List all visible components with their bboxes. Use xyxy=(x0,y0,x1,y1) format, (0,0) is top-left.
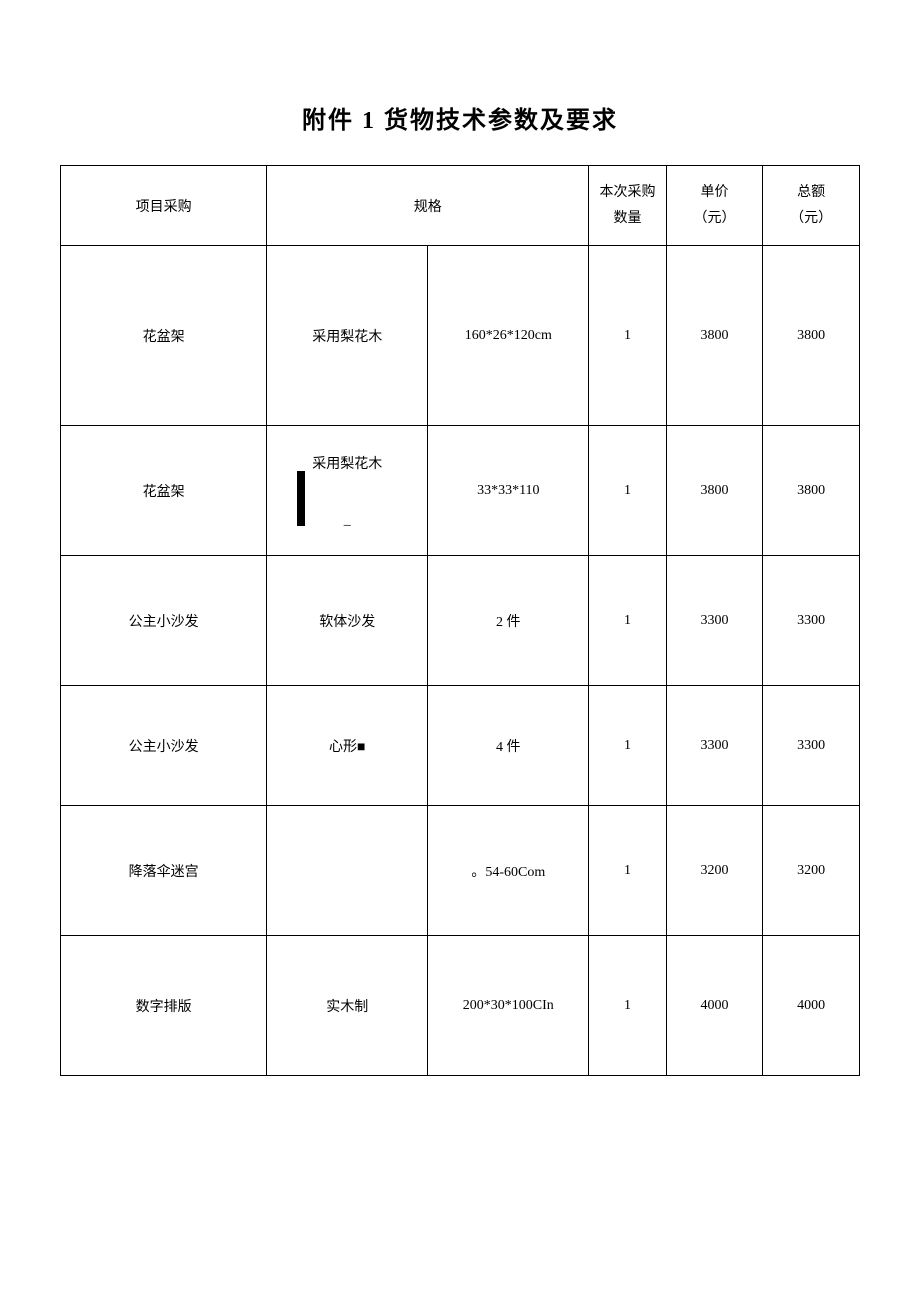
cell-item: 公主小沙发 xyxy=(61,686,267,806)
cell-spec-desc: 心形■ xyxy=(267,686,428,806)
cell-price: 3800 xyxy=(666,426,763,556)
spec-extra-text: _ xyxy=(271,513,423,529)
cell-item: 降落伞迷宫 xyxy=(61,806,267,936)
table-row: 公主小沙发 心形■ 4 件 1 3300 3300 xyxy=(61,686,860,806)
cell-total: 3800 xyxy=(763,426,860,556)
cell-qty: 1 xyxy=(589,556,666,686)
cell-spec-size: 200*30*100CIn xyxy=(428,936,589,1076)
header-total: 总额 （元） xyxy=(763,166,860,246)
cell-spec-desc: 实木制 xyxy=(267,936,428,1076)
table-row: 数字排版 实木制 200*30*100CIn 1 4000 4000 xyxy=(61,936,860,1076)
cell-spec-desc: 软体沙发 xyxy=(267,556,428,686)
header-item: 项目采购 xyxy=(61,166,267,246)
cell-price: 3300 xyxy=(666,686,763,806)
cell-price: 4000 xyxy=(666,936,763,1076)
spec-desc-text: 采用梨花木 xyxy=(312,457,382,472)
header-qty: 本次采购数量 xyxy=(589,166,666,246)
spec-table: 项目采购 规格 本次采购数量 单价 （元） 总额 （元） 花盆架 采用梨花木 1… xyxy=(60,165,860,1076)
cell-qty: 1 xyxy=(589,806,666,936)
table-row: 花盆架 采用梨花木 160*26*120cm 1 3800 3800 xyxy=(61,246,860,426)
cell-item: 花盆架 xyxy=(61,426,267,556)
cell-spec-desc xyxy=(267,806,428,936)
cell-item: 公主小沙发 xyxy=(61,556,267,686)
cell-qty: 1 xyxy=(589,426,666,556)
cell-spec-size: 33*33*110 xyxy=(428,426,589,556)
cell-spec-size: 2 件 xyxy=(428,556,589,686)
cell-total: 4000 xyxy=(763,936,860,1076)
cell-price: 3800 xyxy=(666,246,763,426)
black-bar-icon xyxy=(297,471,305,526)
cell-spec-size: 。54-60Com xyxy=(428,806,589,936)
page-title: 附件 1 货物技术参数及要求 xyxy=(60,100,860,135)
table-row: 公主小沙发 软体沙发 2 件 1 3300 3300 xyxy=(61,556,860,686)
cell-spec-size: 160*26*120cm xyxy=(428,246,589,426)
cell-qty: 1 xyxy=(589,246,666,426)
cell-total: 3300 xyxy=(763,686,860,806)
table-header-row: 项目采购 规格 本次采购数量 单价 （元） 总额 （元） xyxy=(61,166,860,246)
header-spec: 规格 xyxy=(267,166,589,246)
cell-price: 3300 xyxy=(666,556,763,686)
table-row: 降落伞迷宫 。54-60Com 1 3200 3200 xyxy=(61,806,860,936)
cell-total: 3300 xyxy=(763,556,860,686)
cell-spec-size: 4 件 xyxy=(428,686,589,806)
cell-qty: 1 xyxy=(589,936,666,1076)
cell-total: 3800 xyxy=(763,246,860,426)
cell-item: 数字排版 xyxy=(61,936,267,1076)
cell-spec-desc: 采用梨花木 _ xyxy=(267,426,428,556)
cell-item: 花盆架 xyxy=(61,246,267,426)
cell-qty: 1 xyxy=(589,686,666,806)
cell-price: 3200 xyxy=(666,806,763,936)
header-price: 单价 （元） xyxy=(666,166,763,246)
cell-spec-desc: 采用梨花木 xyxy=(267,246,428,426)
cell-total: 3200 xyxy=(763,806,860,936)
table-row: 花盆架 采用梨花木 _ 33*33*110 1 3800 3800 xyxy=(61,426,860,556)
